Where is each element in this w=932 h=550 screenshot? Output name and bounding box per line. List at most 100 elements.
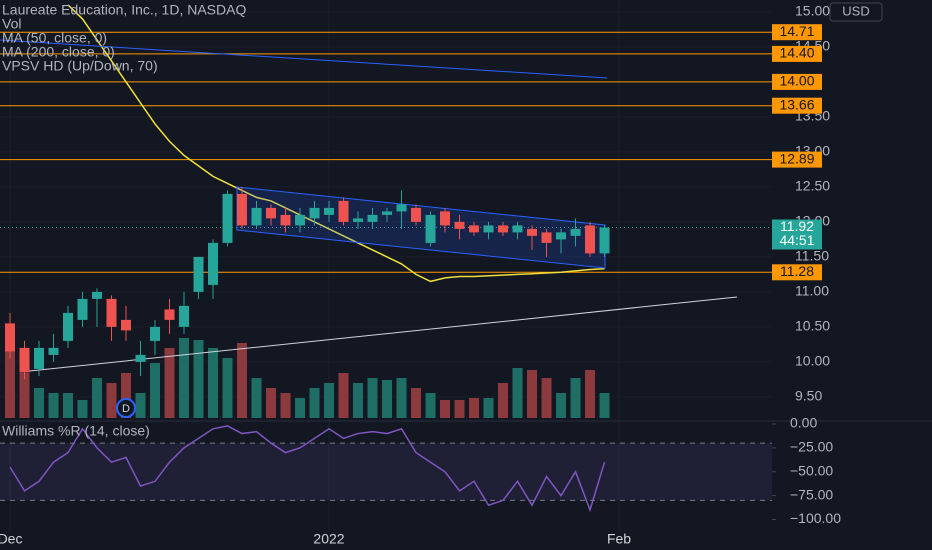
candle-body xyxy=(150,326,161,341)
legend-entry: MA (50, close, 0) xyxy=(2,30,107,46)
candle-body xyxy=(121,319,132,331)
candle-body xyxy=(483,225,494,233)
back-layer xyxy=(0,0,772,530)
level-label: 13.66 xyxy=(779,96,814,112)
volume-bar xyxy=(541,378,552,418)
volume-bar xyxy=(164,348,175,418)
candle-body xyxy=(266,207,277,219)
candle-body xyxy=(440,211,451,226)
y-tick-label: 11.00 xyxy=(795,283,829,299)
volume-bar xyxy=(77,400,88,418)
candle-body xyxy=(570,228,581,236)
level-label-box xyxy=(772,151,822,168)
candle-body xyxy=(382,211,393,215)
legend-entry: VPSV HD (Up/Down, 70) xyxy=(2,58,158,74)
volume-bar xyxy=(599,393,610,418)
volume-bar xyxy=(585,370,596,418)
volume-bar xyxy=(295,398,306,418)
volume-bar xyxy=(440,400,451,418)
level-label-box xyxy=(772,45,822,62)
candle-body xyxy=(469,225,480,233)
y-tick-label: 10.50 xyxy=(795,318,830,334)
candle-body xyxy=(280,214,291,226)
volume-bar xyxy=(193,340,204,418)
front-layer xyxy=(5,186,610,513)
volume-bar xyxy=(150,363,161,418)
candle-body xyxy=(48,347,59,355)
currency-box xyxy=(829,2,883,22)
volume-bar xyxy=(483,398,494,418)
candle-body xyxy=(77,298,88,320)
volume-bar xyxy=(570,378,581,418)
y-tick-label: 12.50 xyxy=(795,178,830,194)
volume-bar xyxy=(512,368,523,418)
y-tick-label: 11.50 xyxy=(795,248,829,264)
williams-tick-label: −75.00 xyxy=(790,486,833,502)
candle-body xyxy=(34,347,45,369)
indicator-title: Williams %R (14, close) xyxy=(2,423,150,439)
volume-bar xyxy=(121,373,132,418)
level-label-box xyxy=(772,73,822,90)
candle-body xyxy=(251,207,262,226)
level-label: 14.71 xyxy=(779,23,814,39)
volume-bar xyxy=(5,348,16,418)
volume-bar xyxy=(382,380,393,418)
volume-bar xyxy=(179,338,190,418)
candle-body xyxy=(92,291,103,299)
level-label-box xyxy=(772,264,822,281)
candle-body xyxy=(512,225,523,233)
last-price-box xyxy=(772,219,822,250)
volume-bar xyxy=(425,393,436,418)
candle-body xyxy=(498,225,509,233)
volume-bar xyxy=(556,393,567,418)
volume-bar xyxy=(266,388,277,418)
volume-bar xyxy=(208,348,219,418)
level-label: 11.28 xyxy=(780,263,814,279)
volume-bar xyxy=(411,388,422,418)
volume-bar xyxy=(498,383,509,418)
volume-bar xyxy=(19,373,30,418)
volume-bar xyxy=(367,378,378,418)
y-tick-label: 15.00 xyxy=(795,3,830,19)
candle-body xyxy=(5,323,16,352)
level-label-box xyxy=(772,97,822,114)
candle-body xyxy=(309,207,320,219)
candle-body xyxy=(599,227,610,254)
currency: USD xyxy=(842,3,869,18)
williams-tick-label: −100.00 xyxy=(790,510,841,526)
candle-body xyxy=(324,207,335,215)
volume-bar xyxy=(135,393,146,418)
level-label: 14.40 xyxy=(779,45,814,61)
candle-body xyxy=(454,221,465,229)
williams-tick-label: 0.00 xyxy=(790,415,817,431)
candle-body xyxy=(585,225,596,254)
volume-bar xyxy=(454,400,465,418)
volume-bar xyxy=(251,378,262,418)
volume-bar xyxy=(353,383,364,418)
volume-bar xyxy=(63,393,74,418)
candle-body xyxy=(19,347,30,373)
candle-body xyxy=(411,207,422,222)
x-tick-label: 2022 xyxy=(313,531,344,547)
volume-bar xyxy=(280,393,291,418)
williams-tick-label: −25.00 xyxy=(790,439,833,455)
candle-body xyxy=(556,232,567,240)
candle-body xyxy=(396,204,407,212)
volume-bar xyxy=(396,378,407,418)
legend-entry: Vol xyxy=(2,16,21,32)
countdown-label: 44:51 xyxy=(779,232,814,248)
ma50-line xyxy=(67,4,605,283)
williams-line xyxy=(9,425,606,513)
x-tick-label: Dec xyxy=(0,531,22,547)
candle-body xyxy=(338,200,349,222)
candle-body xyxy=(63,312,74,341)
candle-body xyxy=(193,256,204,292)
level-label: 14.00 xyxy=(779,73,814,89)
candle-body xyxy=(541,232,552,243)
volume-bar xyxy=(237,343,248,418)
legend-entry: MA (200, close, 0) xyxy=(2,44,115,60)
ma200-line xyxy=(0,39,608,79)
williams-band xyxy=(0,443,772,501)
candle-body xyxy=(179,305,190,327)
